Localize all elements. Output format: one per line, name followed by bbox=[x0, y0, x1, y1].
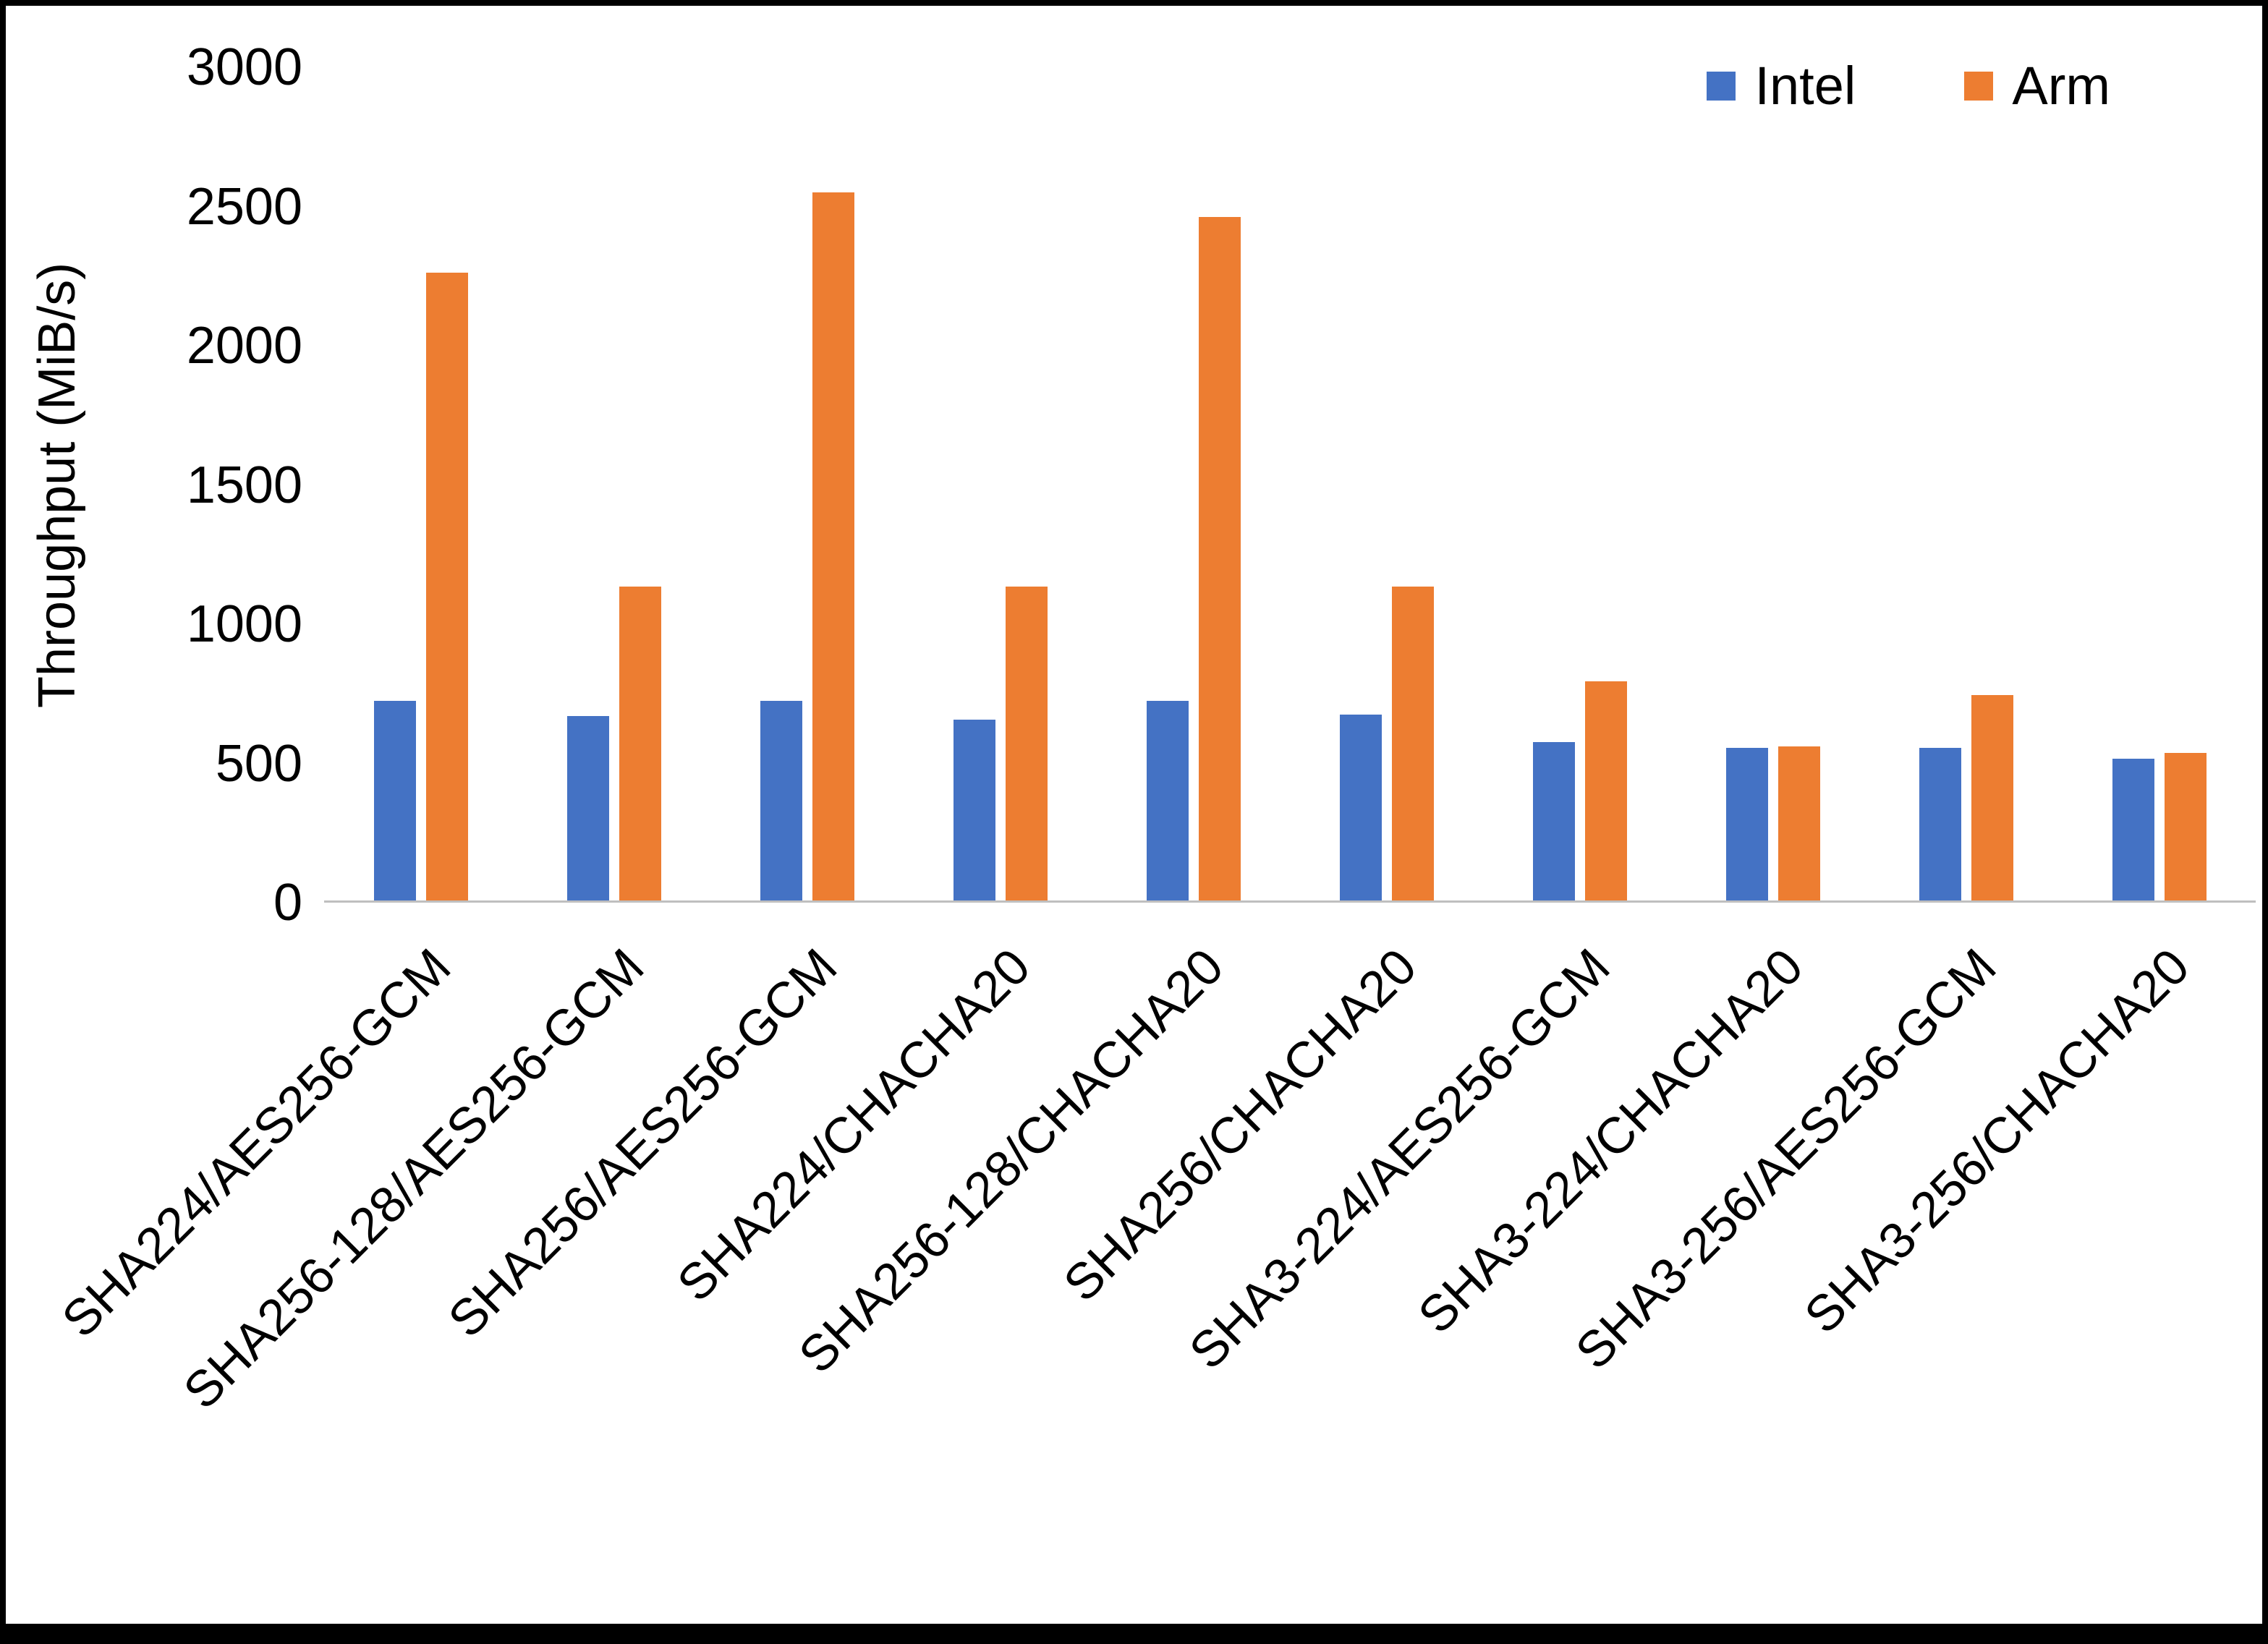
bar-group bbox=[1483, 67, 1676, 900]
y-axis-tick-labels: 0 500 1000 1500 2000 2500 3000 bbox=[93, 38, 302, 932]
bar-arm bbox=[1005, 587, 1048, 900]
bar-intel bbox=[566, 715, 609, 900]
bar-intel bbox=[953, 720, 995, 900]
bar-intel bbox=[760, 700, 802, 900]
bar-arm bbox=[812, 192, 854, 900]
legend: Intel Arm bbox=[1707, 55, 2110, 116]
y-tick-label-0: 0 bbox=[273, 874, 302, 932]
bar-arm bbox=[1971, 694, 2013, 900]
plot-area bbox=[324, 67, 2256, 903]
bar-intel bbox=[1725, 747, 1768, 900]
legend-item-arm: Arm bbox=[1964, 55, 2110, 116]
bar-arm bbox=[425, 273, 468, 900]
legend-item-intel: Intel bbox=[1707, 55, 1856, 116]
x-category-label: SHA3-224/CHACHA20 bbox=[1407, 937, 1814, 1345]
bar-intel bbox=[2112, 759, 2154, 900]
y-axis-title: Throughput (MiB/s) bbox=[28, 262, 86, 708]
y-tick-label-1000: 1000 bbox=[186, 595, 302, 653]
bar-group bbox=[1097, 67, 1290, 900]
y-tick-label-2500: 2500 bbox=[186, 177, 302, 236]
x-category-label: SHA256/AES256-GCM bbox=[437, 937, 848, 1348]
x-category-label: SHA224/AES256-GCM bbox=[51, 937, 462, 1348]
bar-group bbox=[517, 67, 710, 900]
y-tick-label-500: 500 bbox=[215, 734, 302, 793]
bar-intel bbox=[1919, 747, 1961, 900]
arm-legend-swatch bbox=[1964, 71, 1994, 101]
y-tick-label-2000: 2000 bbox=[186, 317, 302, 375]
bar-arm bbox=[2164, 753, 2207, 900]
x-category-label: SHA3-256/CHACHA20 bbox=[1793, 937, 2200, 1345]
bar-group bbox=[1869, 67, 2063, 900]
bar-group bbox=[1676, 67, 1869, 900]
intel-legend-swatch bbox=[1707, 71, 1736, 101]
intel-legend-label: Intel bbox=[1754, 56, 1856, 116]
bar-arm bbox=[1198, 217, 1241, 900]
arm-legend-label: Arm bbox=[2012, 56, 2110, 116]
bar-group bbox=[904, 67, 1097, 900]
bar-group bbox=[710, 67, 904, 900]
bar-arm bbox=[1584, 681, 1627, 900]
bar-intel bbox=[373, 700, 416, 900]
bar-arm bbox=[1778, 746, 1820, 900]
bar-arm bbox=[619, 587, 661, 900]
bar-group bbox=[1290, 67, 1483, 900]
bar-intel bbox=[1532, 742, 1575, 900]
bar-intel bbox=[1146, 700, 1189, 900]
x-axis-labels: SHA224/AES256-GCM SHA256-128/AES256-GCM SH… bbox=[51, 916, 2256, 1624]
y-tick-label-1500: 1500 bbox=[186, 456, 302, 514]
x-category-label: SHA224/CHACHA20 bbox=[666, 937, 1041, 1313]
y-tick-label-3000: 3000 bbox=[186, 38, 302, 96]
bar-group bbox=[2063, 67, 2256, 900]
x-category-label: SHA256/CHACHA20 bbox=[1053, 937, 1427, 1313]
bar-group bbox=[324, 67, 517, 900]
bar-intel bbox=[1339, 714, 1382, 900]
bar-arm bbox=[1391, 587, 1434, 900]
